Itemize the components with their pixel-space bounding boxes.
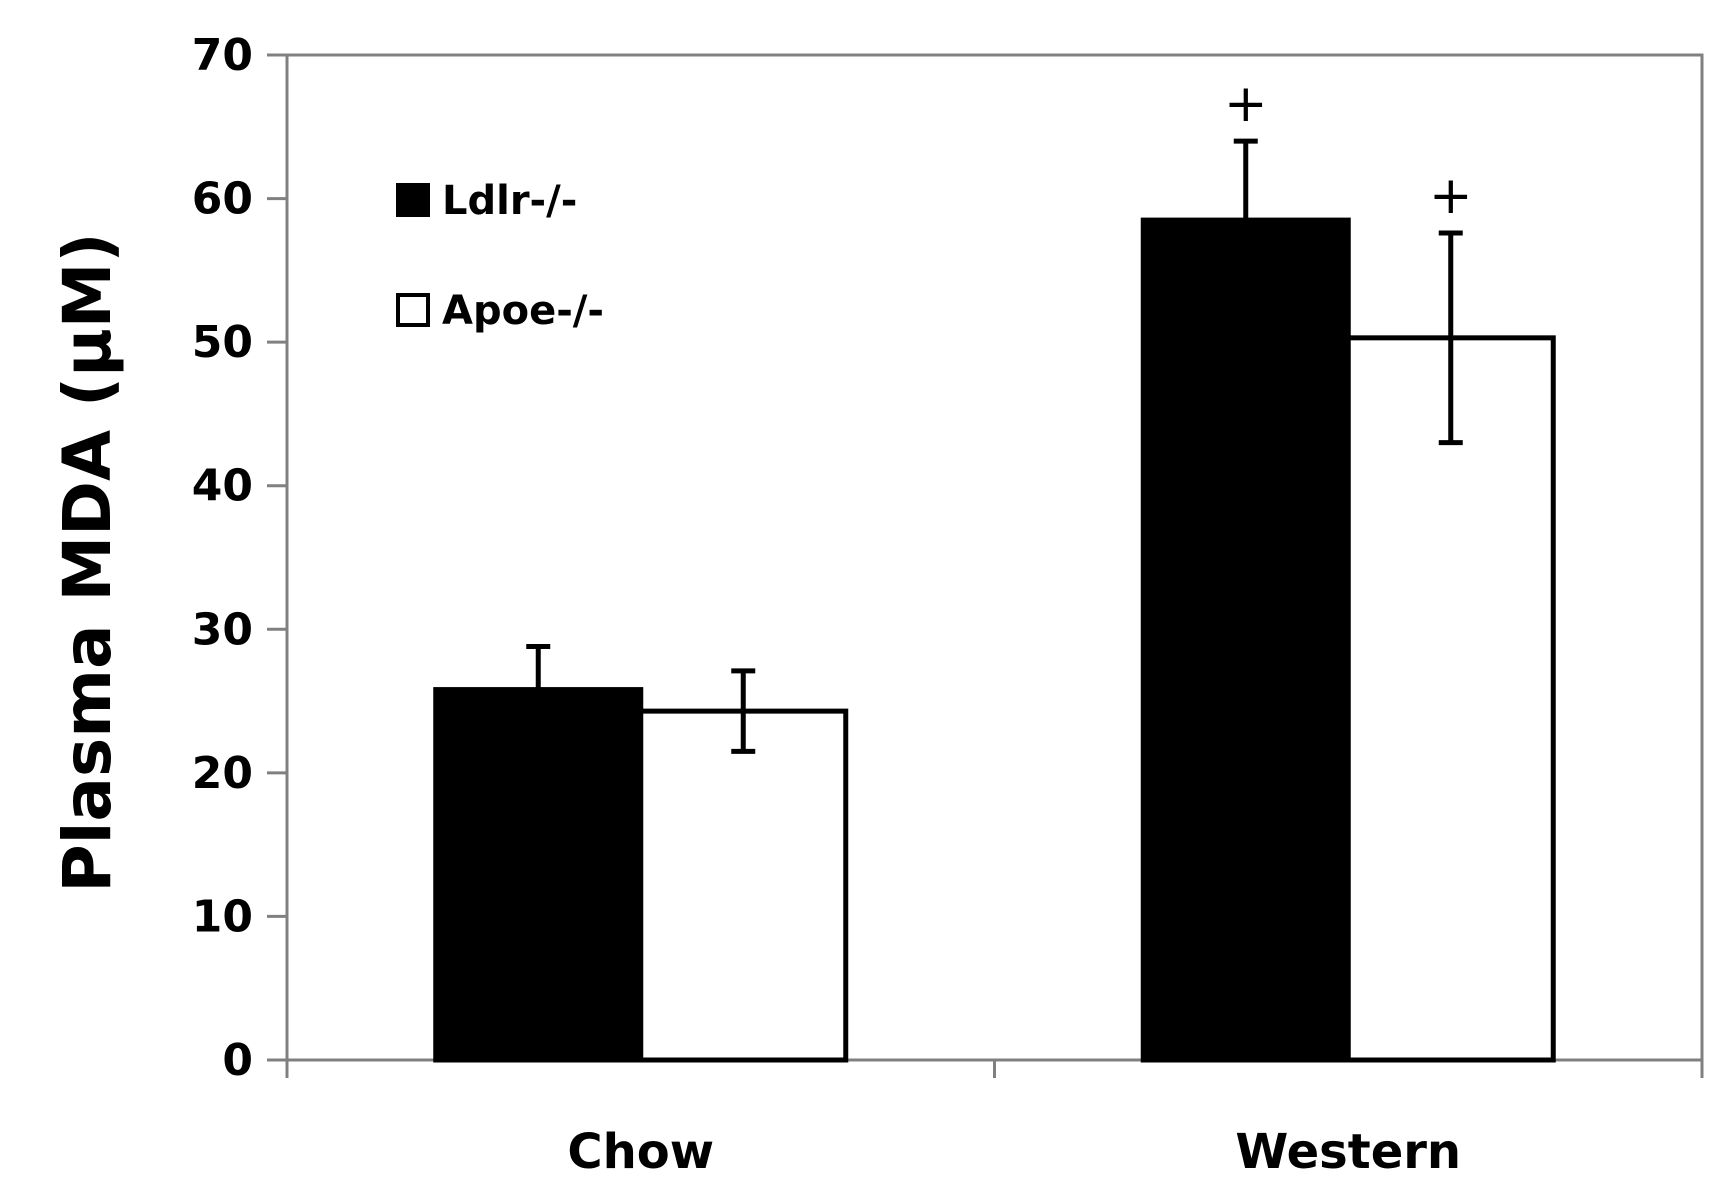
y-axis: 0 10 20 30 40 50 60 70 [192, 30, 287, 1086]
y-tick-label: 30 [192, 604, 253, 655]
x-axis: Chow Western [285, 1060, 1704, 1180]
significance-marker: + [1429, 166, 1473, 226]
legend: Ldlr-/- Apoe-/- [396, 178, 604, 334]
y-tick-label: 70 [192, 30, 253, 81]
legend-swatch [396, 293, 430, 327]
y-tick-label: 0 [222, 1035, 253, 1086]
bar [1140, 217, 1351, 1063]
y-tick-label: 60 [192, 174, 253, 225]
error-bars-group [526, 138, 1463, 754]
y-tick-label: 20 [192, 748, 253, 799]
x-category-label: Western [1235, 1124, 1461, 1180]
y-tick-label: 40 [192, 461, 253, 512]
y-axis-label: Plasma MDA (μM) [49, 232, 126, 892]
legend-label: Apoe-/- [442, 288, 604, 334]
legend-swatch [396, 183, 430, 217]
bar [638, 708, 849, 1063]
bars-group [433, 217, 1556, 1063]
bar [433, 687, 644, 1063]
x-category-label: Chow [567, 1124, 714, 1180]
legend-label: Ldlr-/- [442, 178, 577, 224]
bar [1345, 335, 1556, 1063]
annotations-group: ++ [1224, 74, 1473, 226]
significance-marker: + [1224, 74, 1268, 134]
y-tick-label: 50 [192, 317, 253, 368]
y-tick-label: 10 [192, 891, 253, 942]
